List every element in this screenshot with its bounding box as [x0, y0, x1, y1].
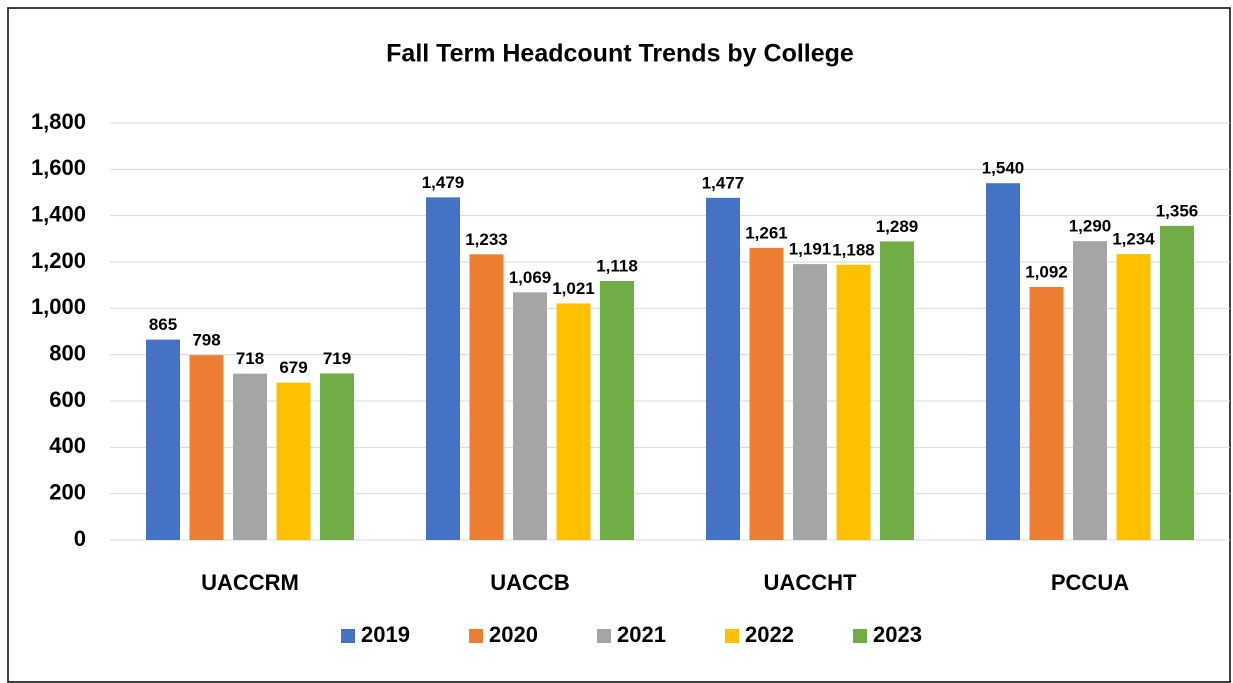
y-tick-label: 1,800 — [31, 109, 86, 134]
value-label: 1,540 — [982, 159, 1025, 178]
value-label: 1,477 — [702, 173, 745, 192]
value-label: 1,021 — [552, 279, 595, 298]
legend-swatch — [853, 629, 867, 643]
value-label: 1,234 — [1112, 230, 1155, 249]
bar — [276, 382, 311, 540]
value-label: 718 — [236, 349, 264, 368]
bar — [233, 373, 267, 540]
y-tick-label: 800 — [49, 340, 86, 365]
value-label: 1,233 — [465, 230, 508, 249]
bar — [426, 197, 460, 541]
value-label: 679 — [279, 358, 307, 377]
x-tick-label: UACCHT — [764, 570, 857, 595]
y-tick-label: 1,000 — [31, 294, 86, 319]
bar — [749, 247, 784, 540]
bar — [469, 254, 504, 541]
y-tick-label: 600 — [49, 387, 86, 412]
x-tick-label: PCCUA — [1051, 570, 1129, 595]
value-label: 798 — [192, 331, 220, 350]
y-tick-label: 1,600 — [31, 155, 86, 180]
x-tick-label: UACCB — [490, 570, 569, 595]
bar — [513, 292, 547, 540]
bar — [146, 339, 180, 540]
value-label: 719 — [323, 349, 351, 368]
legend-swatch — [469, 629, 483, 643]
legend-label: 2020 — [489, 622, 538, 647]
bar — [1160, 225, 1194, 541]
value-label: 865 — [149, 315, 177, 334]
legend-label: 2021 — [617, 622, 666, 647]
value-label: 1,290 — [1069, 217, 1112, 236]
value-label: 1,069 — [509, 268, 552, 287]
x-tick-label: UACCRM — [201, 570, 299, 595]
bar — [793, 264, 827, 540]
bar — [986, 183, 1020, 540]
bar — [706, 197, 740, 540]
y-tick-label: 400 — [49, 433, 86, 458]
y-tick-label: 1,400 — [31, 201, 86, 226]
legend-label: 2023 — [873, 622, 922, 647]
y-tick-label: 200 — [49, 479, 86, 504]
legend-swatch — [597, 629, 611, 643]
bar — [1116, 254, 1151, 540]
value-label: 1,261 — [745, 223, 788, 242]
value-label: 1,191 — [789, 240, 832, 259]
bar — [556, 303, 591, 540]
bar — [880, 241, 914, 541]
bar — [189, 355, 224, 540]
chart-title: Fall Term Headcount Trends by College — [386, 40, 854, 68]
legend-label: 2019 — [361, 622, 410, 647]
value-label: 1,356 — [1156, 201, 1199, 220]
legend-swatch — [725, 629, 739, 643]
value-label: 1,118 — [596, 256, 638, 275]
bar — [1073, 241, 1107, 540]
y-tick-label: 0 — [74, 526, 86, 551]
legend-swatch — [341, 629, 355, 643]
bar — [320, 373, 354, 540]
value-label: 1,092 — [1025, 263, 1068, 282]
bar — [1029, 287, 1064, 540]
value-label: 1,289 — [876, 217, 919, 236]
legend-label: 2022 — [745, 622, 794, 647]
bar — [600, 280, 634, 540]
value-label: 1,188 — [832, 240, 875, 259]
value-label: 1,479 — [422, 173, 465, 192]
y-tick-label: 1,200 — [31, 248, 86, 273]
bar — [836, 264, 871, 540]
